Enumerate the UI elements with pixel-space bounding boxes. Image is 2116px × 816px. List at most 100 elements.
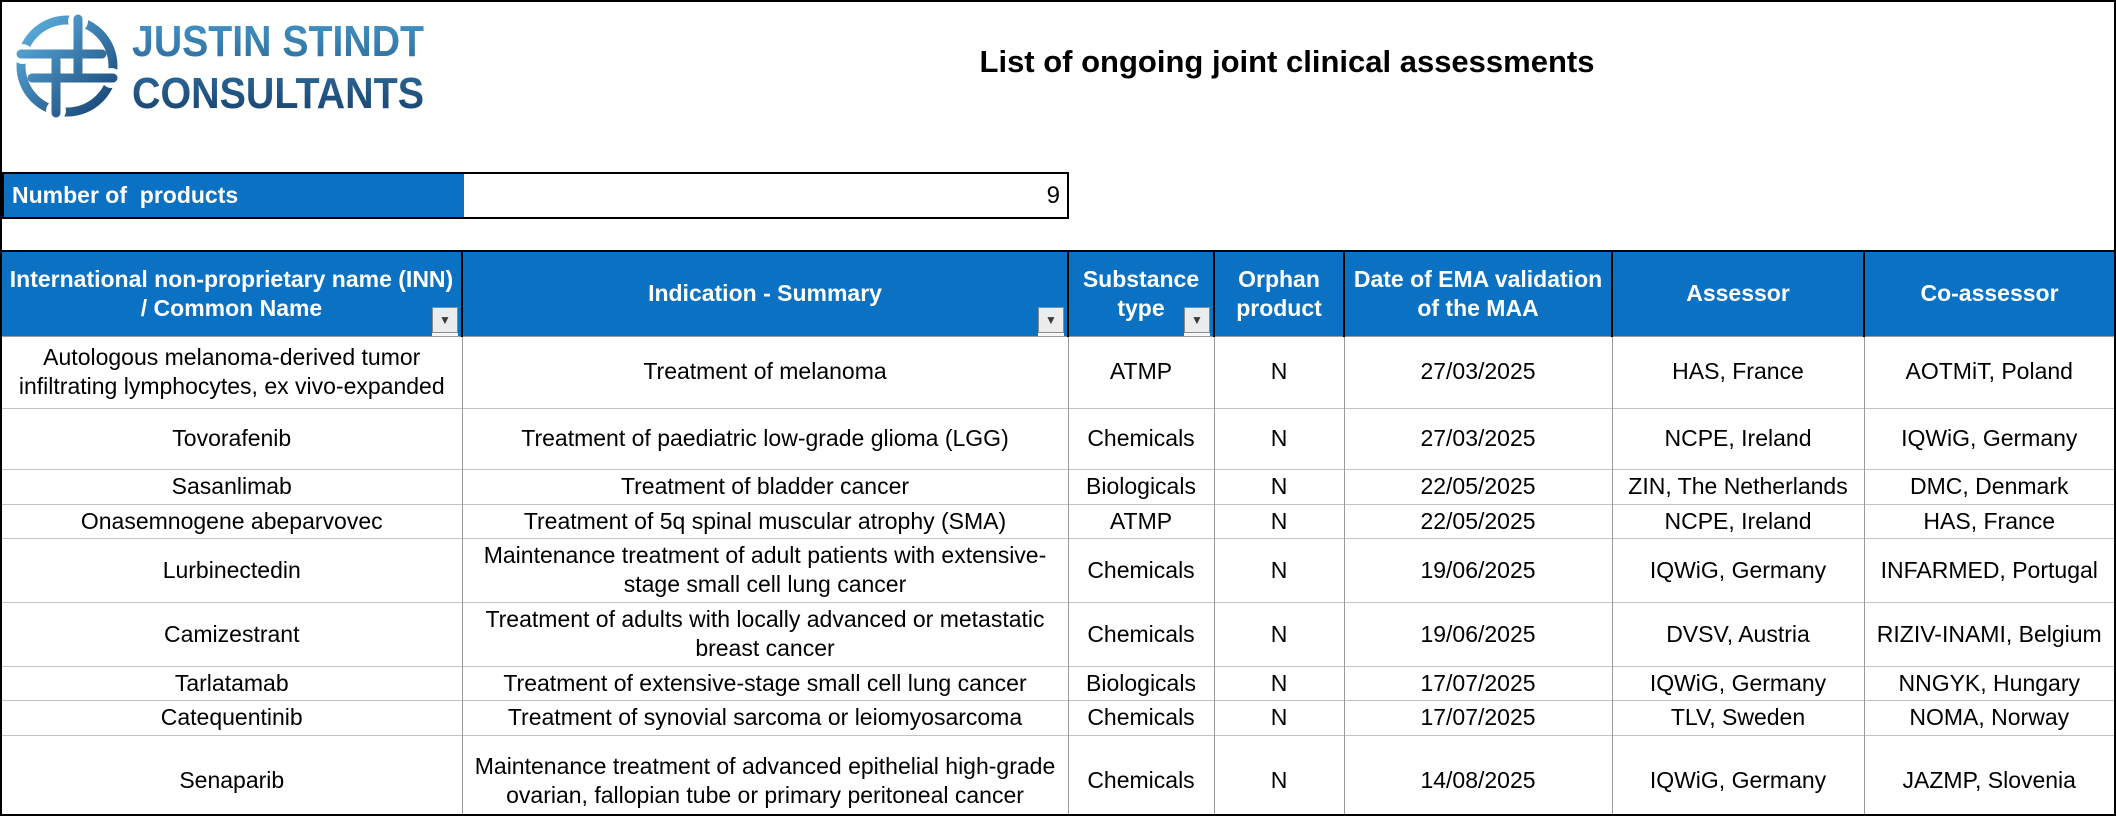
cell-orphan: N <box>1213 734 1344 814</box>
table-row: Catequentinib Treatment of synovial sarc… <box>2 700 2114 736</box>
table-row: Senaparib Maintenance treatment of advan… <box>2 734 2114 814</box>
cell-indication: Treatment of extensive-stage small cell … <box>461 665 1068 701</box>
cell-date: 14/08/2025 <box>1343 734 1612 814</box>
column-header-indication: Indication - Summary ▼ <box>461 250 1068 337</box>
assessments-table: International non-proprietary name (INN)… <box>2 250 2114 814</box>
column-header-label: Co-assessor <box>1920 280 2059 307</box>
cell-date: 19/06/2025 <box>1343 601 1612 667</box>
column-header-orphan-product: Orphan product <box>1213 250 1344 337</box>
table-row: Onasemnogene abeparvovec Treatment of 5q… <box>2 503 2114 539</box>
cell-inn: Lurbinectedin <box>2 537 462 603</box>
cell-indication: Treatment of melanoma <box>461 335 1068 408</box>
table-row: Autologous melanoma-derived tumor infilt… <box>2 335 2114 408</box>
cell-assessor: IQWiG, Germany <box>1611 734 1864 814</box>
table-row: Tovorafenib Treatment of paediatric low-… <box>2 407 2114 469</box>
cell-assessor: NCPE, Ireland <box>1611 407 1864 469</box>
cell-indication: Treatment of paediatric low-grade glioma… <box>461 407 1068 469</box>
cell-date: 22/05/2025 <box>1343 468 1612 504</box>
cell-assessor: IQWiG, Germany <box>1611 665 1864 701</box>
cell-orphan: N <box>1213 665 1344 701</box>
cell-inn: Catequentinib <box>2 700 462 736</box>
cell-date: 17/07/2025 <box>1343 665 1612 701</box>
column-header-ema-validation-date: Date of EMA validation of the MAA <box>1343 250 1612 337</box>
column-header-label: Date of EMA validation of the MAA <box>1353 266 1603 321</box>
cell-substance-type: ATMP <box>1067 335 1214 408</box>
cell-assessor: DVSV, Austria <box>1611 601 1864 667</box>
cell-substance-type: Chemicals <box>1067 407 1214 469</box>
filter-caret-icon: ▼ <box>1191 312 1203 327</box>
table-row: Tarlatamab Treatment of extensive-stage … <box>2 665 2114 701</box>
cell-co-assessor: INFARMED, Portugal <box>1863 537 2114 603</box>
column-header-label: International non-proprietary name (INN)… <box>9 266 454 321</box>
filter-dropdown-button[interactable]: ▼ <box>1184 306 1210 333</box>
cell-orphan: N <box>1213 601 1344 667</box>
filter-caret-icon: ▼ <box>1045 312 1057 327</box>
cell-indication: Treatment of bladder cancer <box>461 468 1068 504</box>
cell-substance-type: ATMP <box>1067 503 1214 539</box>
cell-co-assessor: DMC, Denmark <box>1863 468 2114 504</box>
cell-indication: Treatment of adults with locally advance… <box>461 601 1068 667</box>
number-of-products-label: Number of products <box>4 174 464 217</box>
cell-orphan: N <box>1213 537 1344 603</box>
cell-orphan: N <box>1213 468 1344 504</box>
cell-indication: Maintenance treatment of adult patients … <box>461 537 1068 603</box>
column-header-label: Assessor <box>1686 280 1790 307</box>
cell-assessor: TLV, Sweden <box>1611 700 1864 736</box>
cell-substance-type: Biologicals <box>1067 468 1214 504</box>
cell-indication: Treatment of 5q spinal muscular atrophy … <box>461 503 1068 539</box>
cell-inn: Tovorafenib <box>2 407 462 469</box>
cell-date: 27/03/2025 <box>1343 407 1612 469</box>
cell-orphan: N <box>1213 503 1344 539</box>
filter-caret-icon: ▼ <box>439 312 451 327</box>
summary-row: Number of products 9 <box>2 172 1069 219</box>
cell-orphan: N <box>1213 335 1344 408</box>
cell-inn: Onasemnogene abeparvovec <box>2 503 462 539</box>
table-row: Sasanlimab Treatment of bladder cancer B… <box>2 468 2114 504</box>
cell-assessor: IQWiG, Germany <box>1611 537 1864 603</box>
cell-assessor: HAS, France <box>1611 335 1864 408</box>
cell-substance-type: Chemicals <box>1067 734 1214 814</box>
cell-substance-type: Chemicals <box>1067 537 1214 603</box>
cell-co-assessor: AOTMiT, Poland <box>1863 335 2114 408</box>
table-row: Lurbinectedin Maintenance treatment of a… <box>2 537 2114 603</box>
cell-inn: Senaparib <box>2 734 462 814</box>
cell-date: 19/06/2025 <box>1343 537 1612 603</box>
column-header-co-assessor: Co-assessor <box>1863 250 2114 337</box>
column-header-inn: International non-proprietary name (INN)… <box>2 250 462 337</box>
cell-substance-type: Chemicals <box>1067 700 1214 736</box>
cell-inn: Camizestrant <box>2 601 462 667</box>
cell-date: 27/03/2025 <box>1343 335 1612 408</box>
cell-date: 17/07/2025 <box>1343 700 1612 736</box>
cell-substance-type: Biologicals <box>1067 665 1214 701</box>
page-title: List of ongoing joint clinical assessmen… <box>979 44 1595 79</box>
company-logo: JUSTIN STINDT CONSULTANTS <box>12 10 484 124</box>
cell-co-assessor: JAZMP, Slovenia <box>1863 734 2114 814</box>
column-header-label: Substance type <box>1082 266 1200 321</box>
cell-co-assessor: NOMA, Norway <box>1863 700 2114 736</box>
logo-mark-icon <box>12 11 122 121</box>
logo-graphic: JUSTIN STINDT CONSULTANTS <box>12 11 424 121</box>
cell-orphan: N <box>1213 700 1344 736</box>
table-row: Camizestrant Treatment of adults with lo… <box>2 601 2114 667</box>
filter-dropdown-button[interactable]: ▼ <box>432 306 458 333</box>
number-of-products-value[interactable]: 9 <box>464 174 1067 217</box>
cell-assessor: NCPE, Ireland <box>1611 503 1864 539</box>
cell-co-assessor: HAS, France <box>1863 503 2114 539</box>
cell-assessor: ZIN, The Netherlands <box>1611 468 1864 504</box>
filter-dropdown-button[interactable]: ▼ <box>1038 306 1064 333</box>
column-header-substance-type: Substance type ▼ <box>1067 250 1214 337</box>
header-row: International non-proprietary name (INN)… <box>2 250 2114 337</box>
cell-inn: Sasanlimab <box>2 468 462 504</box>
cell-co-assessor: RIZIV-INAMI, Belgium <box>1863 601 2114 667</box>
column-header-label: Indication - Summary <box>648 280 882 307</box>
cell-inn: Tarlatamab <box>2 665 462 701</box>
logo-text-line1: JUSTIN STINDT <box>132 17 424 66</box>
cell-indication: Maintenance treatment of advanced epithe… <box>461 734 1068 814</box>
column-header-assessor: Assessor <box>1611 250 1864 337</box>
cell-co-assessor: IQWiG, Germany <box>1863 407 2114 469</box>
cell-co-assessor: NNGYK, Hungary <box>1863 665 2114 701</box>
cell-date: 22/05/2025 <box>1343 503 1612 539</box>
cell-substance-type: Chemicals <box>1067 601 1214 667</box>
column-header-label: Orphan product <box>1236 266 1322 321</box>
cell-orphan: N <box>1213 407 1344 469</box>
